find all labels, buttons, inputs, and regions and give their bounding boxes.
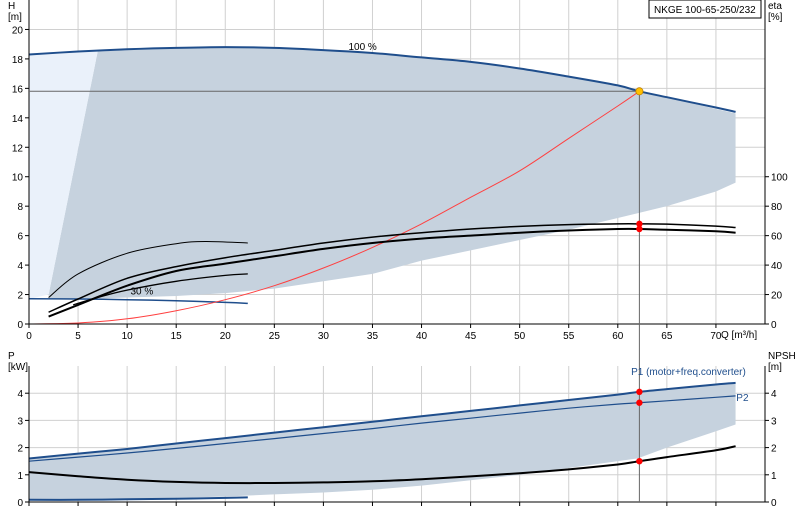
x-tick-label-45: 45 [465,331,477,342]
top-line-system-curve [28,90,640,325]
top-y-tick-label-10: 10 [12,173,24,184]
title-box [648,0,762,19]
bottom-line-NPSH [28,445,736,485]
bottom-line-P1 [28,381,736,460]
bottom-y-tick-label-0: 0 [17,498,23,509]
x-axis-label: Q [m³/h] [721,330,757,341]
annotation-100-percent: 100 % [348,42,376,53]
x-tick-label-5: 5 [75,331,81,342]
tick-labels: 0 5 10 15 20 25 30 35 40 45 50 55 60 65 70024681012141… [12,25,788,509]
bottom-area-operating-range [29,382,736,500]
bottom-areas [29,382,736,500]
axes [25,0,769,506]
top-y-tick-label-2: 2 [17,291,23,302]
bottom-y2-tick-label-0: 0 [771,498,777,509]
x-tick-label-40: 40 [416,331,428,342]
bottom-y-tick-label-2: 2 [17,444,23,455]
markers [29,87,644,502]
top-area-light-region [29,51,98,299]
bottom-y2-tick-label-1: 1 [771,471,777,482]
bottom-y2-axis-label: NPSH [m] [768,351,796,373]
bottom-y-tick-label-3: 3 [17,416,23,427]
top-line-eta-max [48,240,248,298]
annotation-p2: P2 [736,393,749,404]
x-tick-label-30: 30 [318,331,330,342]
top-y2-tick-label-80: 80 [771,202,783,213]
x-tick-label-25: 25 [269,331,281,342]
x-tick-label-60: 60 [612,331,624,342]
x-tick-label-35: 35 [367,331,379,342]
x-tick-label-10: 10 [122,331,134,342]
top-marker-0 [636,220,643,228]
top-y-tick-label-6: 6 [17,232,23,243]
x-tick-label-65: 65 [661,331,673,342]
top-y-tick-label-14: 14 [12,114,24,125]
top-y2-tick-label-40: 40 [771,261,783,272]
chart-title: NKGE 100-65-250/232 [654,5,756,16]
top-y-axis-label: H [m] [8,1,22,23]
top-lines [28,46,736,325]
bottom-marker-2 [636,458,643,465]
top-y2-axis-label: eta [%] [768,1,783,23]
duty-point-marker [635,87,644,96]
top-line-eta-2 [48,227,736,318]
x-tick-label-0: 0 [26,331,32,342]
bottom-marker-0 [636,388,643,396]
bottom-marker-1 [636,399,643,406]
top-y-tick-label-18: 18 [12,55,24,66]
top-areas [29,47,736,299]
bottom-y-tick-label-1: 1 [17,471,23,482]
top-y2-tick-label-60: 60 [771,232,783,243]
top-area-operating-range [48,47,736,299]
top-y-tick-label-0: 0 [17,320,23,331]
top-y-tick-label-20: 20 [12,25,24,36]
top-y-tick-label-16: 16 [12,84,24,95]
bottom-y2-tick-label-3: 3 [771,416,777,427]
bottom-y2-tick-label-2: 2 [771,444,777,455]
top-line-H-100 [28,46,736,113]
top-y-tick-label-12: 12 [12,143,24,154]
x-tick-label-50: 50 [514,331,526,342]
top-y2-tick-label-0: 0 [771,320,777,331]
bottom-y-tick-label-4: 4 [17,389,23,400]
bottom-y-axis-label: P [kW] [8,351,28,373]
x-tick-label-70: 70 [710,331,722,342]
x-tick-label-20: 20 [220,331,232,342]
top-y-tick-label-4: 4 [17,261,23,272]
annotation-30-percent: 30 % [130,287,153,298]
bottom-lines [28,381,736,501]
top-line-eta-low [72,273,248,306]
x-tick-label-15: 15 [171,331,183,342]
top-y2-tick-label-20: 20 [771,291,783,302]
top-line-H-30 [28,297,248,305]
bottom-line-P-30 [28,496,248,501]
bottom-line-P2 [28,395,736,462]
top-y2-tick-label-100: 100 [771,173,788,184]
top-y-tick-label-8: 8 [17,202,23,213]
top-marker-1 [636,225,643,233]
x-tick-label-55: 55 [563,331,575,342]
annotation-p1: P1 (motor+freq.converter) [631,367,746,378]
top-line-eta-1 [48,223,736,313]
bottom-y2-tick-label-4: 4 [771,389,777,400]
